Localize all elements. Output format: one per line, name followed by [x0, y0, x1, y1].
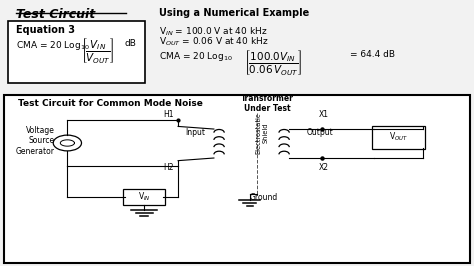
FancyBboxPatch shape	[9, 21, 145, 83]
Text: X1: X1	[319, 110, 329, 119]
Text: Using a Numerical Example: Using a Numerical Example	[159, 8, 310, 18]
Text: V$_{OUT}$: V$_{OUT}$	[389, 131, 408, 143]
Text: Voltage
Source
Generator: Voltage Source Generator	[16, 126, 55, 156]
Text: V$_{OUT}$ = 0.06 V at 40 kHz: V$_{OUT}$ = 0.06 V at 40 kHz	[159, 35, 269, 48]
Text: Output: Output	[307, 128, 334, 138]
Text: $\left[\dfrac{V_{IN}}{V_{OUT}}\right]$: $\left[\dfrac{V_{IN}}{V_{OUT}}\right]$	[81, 36, 114, 65]
Text: V$_{IN}$: V$_{IN}$	[138, 190, 151, 203]
Text: CMA = 20 Log$_{10}$: CMA = 20 Log$_{10}$	[159, 50, 233, 63]
Text: Test Circuit for Common Mode Noise: Test Circuit for Common Mode Noise	[18, 99, 203, 108]
Text: Electrostatic
Shield: Electrostatic Shield	[255, 112, 268, 154]
Text: H2: H2	[164, 163, 174, 172]
Text: V$_{IN}$ = 100.0 V at 40 kHz: V$_{IN}$ = 100.0 V at 40 kHz	[159, 25, 268, 38]
Text: Input: Input	[185, 128, 205, 138]
Text: Equation 3: Equation 3	[16, 25, 74, 35]
Text: Ground: Ground	[250, 193, 278, 202]
Text: Transformer
Under Test: Transformer Under Test	[241, 94, 294, 113]
FancyBboxPatch shape	[4, 95, 470, 263]
Text: CMA = 20 Log$_{10}$: CMA = 20 Log$_{10}$	[16, 39, 89, 52]
Text: = 64.4 dB: = 64.4 dB	[350, 50, 395, 59]
Text: X2: X2	[319, 163, 329, 172]
FancyBboxPatch shape	[372, 126, 425, 149]
Text: Test Circuit: Test Circuit	[16, 8, 95, 21]
FancyBboxPatch shape	[123, 189, 165, 205]
Text: $\left[\dfrac{100.0V_{IN}}{0.06\,V_{OUT}}\right]$: $\left[\dfrac{100.0V_{IN}}{0.06\,V_{OUT}…	[244, 48, 302, 77]
Text: H1: H1	[164, 110, 174, 119]
Text: dB: dB	[125, 39, 137, 48]
